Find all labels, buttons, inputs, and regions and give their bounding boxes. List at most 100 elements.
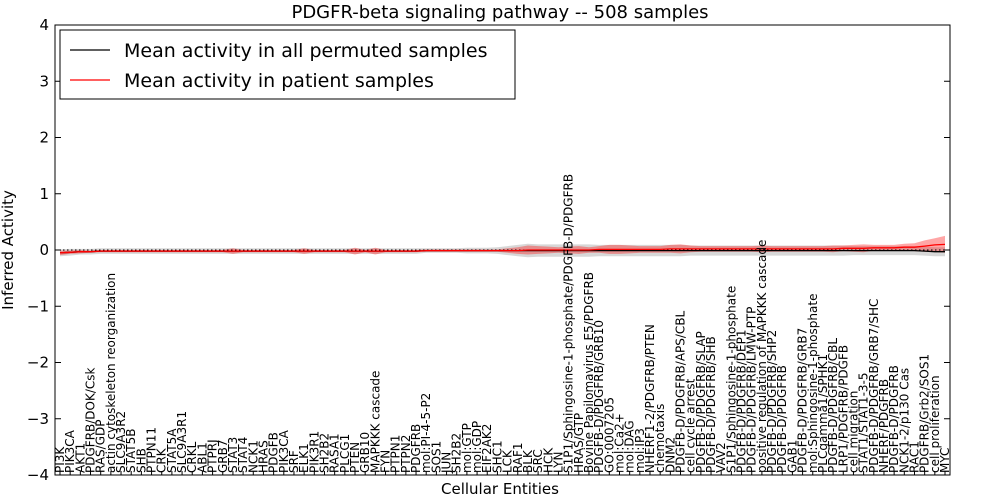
x-tick-label: STAT1/STAT1-3-5	[857, 372, 871, 473]
y-tick-label: 4	[39, 16, 49, 34]
x-tick-label: FYN	[379, 450, 393, 473]
x-tick-label: HCK	[541, 447, 555, 473]
x-tick-label: PIK3R1	[307, 431, 321, 473]
x-tick-label: MYC	[938, 448, 952, 473]
x-tick-label: mol:GDP	[470, 421, 484, 473]
x-tick-label: PIK3CA	[277, 429, 291, 473]
x-tick-label: PDGFRB/DOK/Csk	[84, 367, 98, 473]
plot-area-frame	[54, 24, 951, 476]
y-axis-label: Inferred Activity	[0, 190, 17, 310]
x-tick-label: S1P1/Sphingosine-1-phosphate/PDGFB-D/PDG…	[562, 174, 576, 473]
x-tick-label: S1P1/Sphingosine-1-phosphate	[724, 286, 738, 473]
x-tick-label: VAV2	[714, 442, 728, 473]
x-tick-label: cell migration	[846, 391, 860, 473]
chart-title: PDGFR-beta signaling pathway -- 508 samp…	[291, 2, 708, 23]
x-tick-label: PDGFRB/Grb2/SOS1	[918, 354, 932, 473]
x-tick-label: mol:PI-4-5-P2	[419, 393, 433, 473]
x-tick-label: PDGFB-D/PDGFRB/GRB7	[796, 328, 810, 473]
x-tick-label: SRC	[531, 449, 545, 473]
x-tick-label: PDGFRB	[409, 424, 423, 473]
x-tick-label: PDGFB-D/PDGFRB/APS/CBL	[674, 310, 688, 473]
x-tick-label: SH2B2	[318, 433, 332, 473]
x-axis-ticks: PI3KPIK3CAAKT1PDGFRB/DOK/CskRAS/GDPactin…	[53, 174, 952, 475]
x-tick-label: mol:Sphingosine-1-phosphate	[806, 294, 820, 474]
x-tick-label: mol:IP3	[633, 428, 647, 473]
x-tick-label: actin cytoskeleton reorganization	[104, 273, 118, 473]
x-tick-label: SOS1	[429, 441, 443, 473]
x-tick-label: PTPN11	[145, 427, 159, 473]
x-tick-label: DNM2	[663, 437, 677, 473]
x-tick-label: PTPRJ	[206, 439, 220, 473]
y-tick-label: −2	[27, 354, 49, 372]
x-tick-label: RASA1	[328, 433, 342, 473]
x-tick-label: BLK	[521, 449, 535, 473]
x-tick-label: LCK	[501, 449, 515, 473]
x-tick-label: RAC1	[908, 441, 922, 473]
x-tick-label: PDGFB	[267, 432, 281, 473]
x-tick-label: STAT5A	[165, 428, 179, 473]
x-tick-label: PDGFB-D/PDGFRB/LMW-PTP	[745, 307, 759, 473]
x-tick-label: NCK1	[246, 440, 260, 473]
x-tick-label: mol:GTP	[460, 423, 474, 473]
x-tick-label: PLCG1	[338, 434, 352, 473]
x-tick-label: PDGFB-D/PDGFRB/SLAP	[694, 331, 708, 473]
x-tick-label: GRB10	[358, 432, 372, 473]
legend: Mean activity in all permuted samples Me…	[59, 29, 516, 100]
x-tick-label: PI3K	[53, 446, 67, 473]
x-tick-label: JUN	[440, 452, 454, 474]
x-tick-label: SRF	[287, 450, 301, 473]
x-tick-label: PLCgamma1/SPHK1	[816, 354, 830, 473]
y-tick-label: 2	[39, 129, 49, 147]
x-tick-label: PDGFB-D/PDGFRB	[887, 365, 901, 473]
y-tick-label: 1	[39, 185, 49, 203]
x-tick-label: CRK	[155, 447, 169, 473]
x-tick-label: SHB	[134, 448, 148, 473]
x-tick-label: STAT3	[226, 437, 240, 473]
x-tick-label: positive regulation of MAPKKK cascade	[755, 240, 769, 473]
x-tick-label: GRB7	[216, 440, 230, 474]
x-tick-label: MAPKKK cascade	[368, 371, 382, 473]
x-tick-label: AKT1	[73, 443, 87, 473]
x-tick-label: mol:DAG	[623, 420, 637, 473]
x-tick-label: ELK1	[297, 443, 311, 473]
x-tick-label: Bovine Papilomavirus E5/PDGFRB	[582, 272, 596, 473]
x-axis-label: Cellular Entities	[441, 480, 559, 498]
y-axis-ticks: −4 −3 −2 −1 0 1 2 3 4	[27, 16, 950, 484]
x-tick-label: EIF2AK2	[480, 424, 494, 473]
x-tick-label: SLC9A3R1	[175, 411, 189, 473]
x-tick-label: SLC9A3R2	[114, 411, 128, 473]
x-tick-label: RAF1	[511, 442, 525, 473]
x-tick-label: SH2B2	[450, 433, 464, 473]
x-tick-label: PDGFB-D/PDGFRB/CBL	[826, 338, 840, 473]
x-tick-label: SHC1	[490, 440, 504, 473]
x-tick-label: mol:Ca2+	[613, 413, 627, 473]
series-lines	[59, 243, 946, 254]
x-tick-label: HRAS	[256, 440, 270, 473]
confidence-bands	[60, 235, 945, 258]
series-line-patient	[59, 243, 946, 254]
x-tick-label: PTEN	[348, 442, 362, 473]
x-tick-label: PIK3CA	[63, 429, 77, 473]
x-tick-label: NHERF/PDGFRB	[877, 379, 891, 473]
legend-box	[59, 29, 516, 100]
x-tick-label: ABL1	[195, 442, 209, 473]
y-tick-label: 0	[39, 241, 49, 259]
x-tick-label: STAT5B	[124, 428, 138, 473]
x-tick-label: chemotaxis	[653, 404, 667, 473]
x-tick-label: PDGFB-D/PDGFRB/SHB	[704, 336, 718, 473]
x-tick-label: GAB1	[785, 440, 799, 473]
x-tick-label: GO:0007205	[602, 397, 616, 473]
x-tick-label: PDGFB-D/PDGFRB/GRB7/SHC	[867, 299, 881, 473]
x-tick-label: PDGFB-D/PDGFRB/GRB10	[592, 320, 606, 473]
x-tick-label: PDGFB-D/PDGFRB	[775, 365, 789, 473]
x-tick-label: STAT4	[236, 437, 250, 473]
x-tick-label: NCK1-2/p130 Cas	[897, 368, 911, 473]
x-tick-label: RAS/GDP	[94, 420, 108, 474]
x-tick-label: cell cycle arrest	[684, 378, 698, 473]
y-tick-label: −3	[27, 410, 49, 428]
x-tick-label: HRAS/GTP	[572, 413, 586, 473]
x-tick-label: PTPN1	[389, 435, 403, 473]
legend-label-patient: Mean activity in patient samples	[124, 70, 434, 92]
y-tick-label: 3	[39, 72, 49, 90]
x-tick-label: NHERF1-2/PDGFRB/PTEN	[643, 324, 657, 473]
